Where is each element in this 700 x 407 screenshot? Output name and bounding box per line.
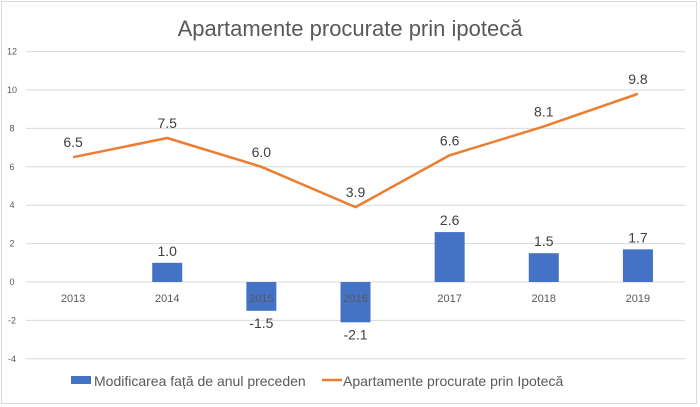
line-data-label: 9.8 bbox=[628, 71, 648, 87]
line-data-label: 6.5 bbox=[63, 134, 83, 150]
bar-data-label: 1.7 bbox=[628, 229, 648, 245]
line-data-label: 7.5 bbox=[157, 115, 177, 131]
x-tick-label: 2019 bbox=[626, 293, 650, 305]
y-tick-label: 12 bbox=[7, 47, 17, 57]
bar-data-label: 1.5 bbox=[534, 233, 554, 249]
line-data-label: 8.1 bbox=[534, 103, 554, 119]
bar bbox=[528, 253, 559, 282]
y-tick-label: 10 bbox=[7, 85, 17, 95]
legend-line-label: Apartamente procurate prin Ipotecă bbox=[343, 373, 563, 389]
y-tick-label: 8 bbox=[9, 123, 14, 133]
bar bbox=[434, 232, 465, 282]
line-data-label: 6.0 bbox=[252, 144, 272, 160]
bar bbox=[340, 282, 371, 323]
bar bbox=[152, 262, 183, 282]
y-tick-label: 0 bbox=[9, 277, 14, 287]
bar-data-label: -1.5 bbox=[249, 315, 273, 331]
x-tick-label: 2016 bbox=[343, 293, 367, 305]
y-tick-label: -2 bbox=[8, 315, 16, 325]
bar-data-label: -2.1 bbox=[343, 326, 367, 342]
line-data-label: 3.9 bbox=[346, 184, 366, 200]
y-tick-label: 4 bbox=[9, 200, 14, 210]
bar-data-label: 1.0 bbox=[157, 243, 177, 259]
x-tick-label: 2018 bbox=[532, 293, 556, 305]
line-data-label: 6.6 bbox=[440, 132, 460, 148]
legend: Modificarea față de anul preceden Aparta… bbox=[71, 373, 563, 389]
y-tick-label: 2 bbox=[9, 239, 14, 249]
y-tick-label: 6 bbox=[9, 162, 14, 172]
bar bbox=[622, 249, 653, 282]
legend-bar-swatch bbox=[71, 376, 91, 384]
legend-bar-label: Modificarea față de anul preceden bbox=[94, 373, 306, 389]
x-tick-label: 2014 bbox=[155, 293, 179, 305]
y-tick-label: -4 bbox=[8, 354, 16, 364]
x-tick-label: 2013 bbox=[61, 293, 85, 305]
bar bbox=[246, 282, 277, 311]
bar-data-label: 2.6 bbox=[440, 212, 460, 228]
x-tick-label: 2015 bbox=[249, 293, 273, 305]
x-tick-label: 2017 bbox=[437, 293, 461, 305]
chart-title: Apartamente procurate prin ipotecă bbox=[178, 16, 524, 41]
